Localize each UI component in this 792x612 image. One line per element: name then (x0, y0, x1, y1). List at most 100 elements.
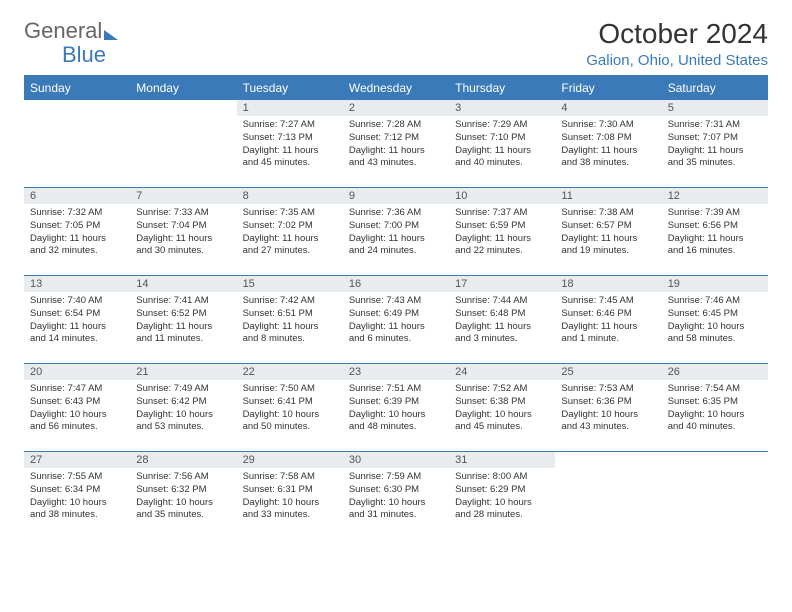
sunset-line: Sunset: 6:30 PM (349, 484, 443, 497)
title-block: October 2024 Galion, Ohio, United States (586, 18, 768, 69)
sunset-line: Sunset: 7:04 PM (136, 220, 230, 233)
sunset-line: Sunset: 6:42 PM (136, 396, 230, 409)
day-number: 15 (237, 276, 343, 292)
sunset-line: Sunset: 7:00 PM (349, 220, 443, 233)
daylight-line: Daylight: 11 hours and 11 minutes. (136, 321, 230, 347)
calendar-day: 28Sunrise: 7:56 AMSunset: 6:32 PMDayligh… (130, 452, 236, 540)
day-number: 26 (662, 364, 768, 380)
calendar-day: 14Sunrise: 7:41 AMSunset: 6:52 PMDayligh… (130, 276, 236, 364)
sunset-line: Sunset: 6:29 PM (455, 484, 549, 497)
daylight-line: Daylight: 10 hours and 38 minutes. (30, 497, 124, 523)
sunset-line: Sunset: 6:46 PM (561, 308, 655, 321)
day-number: 2 (343, 100, 449, 116)
day-number: 29 (237, 452, 343, 468)
calendar-empty (662, 452, 768, 540)
calendar-day: 4Sunrise: 7:30 AMSunset: 7:08 PMDaylight… (555, 100, 661, 188)
day-number: 3 (449, 100, 555, 116)
calendar-day: 10Sunrise: 7:37 AMSunset: 6:59 PMDayligh… (449, 188, 555, 276)
day-header: Friday (555, 76, 661, 100)
sunset-line: Sunset: 6:45 PM (668, 308, 762, 321)
sunrise-line: Sunrise: 7:32 AM (30, 207, 124, 220)
calendar-day: 11Sunrise: 7:38 AMSunset: 6:57 PMDayligh… (555, 188, 661, 276)
day-details: Sunrise: 7:27 AMSunset: 7:13 PMDaylight:… (237, 116, 343, 174)
daylight-line: Daylight: 11 hours and 35 minutes. (668, 145, 762, 171)
calendar-day: 3Sunrise: 7:29 AMSunset: 7:10 PMDaylight… (449, 100, 555, 188)
day-details: Sunrise: 7:54 AMSunset: 6:35 PMDaylight:… (662, 380, 768, 438)
calendar-day: 23Sunrise: 7:51 AMSunset: 6:39 PMDayligh… (343, 364, 449, 452)
sunset-line: Sunset: 6:41 PM (243, 396, 337, 409)
sunrise-line: Sunrise: 7:49 AM (136, 383, 230, 396)
calendar-day: 12Sunrise: 7:39 AMSunset: 6:56 PMDayligh… (662, 188, 768, 276)
day-details: Sunrise: 7:38 AMSunset: 6:57 PMDaylight:… (555, 204, 661, 262)
daylight-line: Daylight: 11 hours and 45 minutes. (243, 145, 337, 171)
day-number: 1 (237, 100, 343, 116)
sunrise-line: Sunrise: 7:59 AM (349, 471, 443, 484)
calendar-day: 29Sunrise: 7:58 AMSunset: 6:31 PMDayligh… (237, 452, 343, 540)
sunset-line: Sunset: 6:56 PM (668, 220, 762, 233)
calendar-day: 26Sunrise: 7:54 AMSunset: 6:35 PMDayligh… (662, 364, 768, 452)
day-details: Sunrise: 7:56 AMSunset: 6:32 PMDaylight:… (130, 468, 236, 526)
daylight-line: Daylight: 10 hours and 58 minutes. (668, 321, 762, 347)
sunset-line: Sunset: 6:31 PM (243, 484, 337, 497)
daylight-line: Daylight: 11 hours and 40 minutes. (455, 145, 549, 171)
daylight-line: Daylight: 11 hours and 6 minutes. (349, 321, 443, 347)
day-number: 6 (24, 188, 130, 204)
sunset-line: Sunset: 7:10 PM (455, 132, 549, 145)
day-header-row: SundayMondayTuesdayWednesdayThursdayFrid… (24, 76, 768, 100)
day-details: Sunrise: 7:50 AMSunset: 6:41 PMDaylight:… (237, 380, 343, 438)
brand-part1: General (24, 18, 102, 44)
day-number: 4 (555, 100, 661, 116)
calendar-day: 18Sunrise: 7:45 AMSunset: 6:46 PMDayligh… (555, 276, 661, 364)
day-number: 24 (449, 364, 555, 380)
calendar-day: 7Sunrise: 7:33 AMSunset: 7:04 PMDaylight… (130, 188, 236, 276)
sunset-line: Sunset: 6:57 PM (561, 220, 655, 233)
daylight-line: Daylight: 10 hours and 40 minutes. (668, 409, 762, 435)
calendar-day: 27Sunrise: 7:55 AMSunset: 6:34 PMDayligh… (24, 452, 130, 540)
day-details: Sunrise: 7:33 AMSunset: 7:04 PMDaylight:… (130, 204, 236, 262)
calendar-row: 13Sunrise: 7:40 AMSunset: 6:54 PMDayligh… (24, 276, 768, 364)
sunset-line: Sunset: 6:54 PM (30, 308, 124, 321)
day-details: Sunrise: 7:42 AMSunset: 6:51 PMDaylight:… (237, 292, 343, 350)
calendar-day: 21Sunrise: 7:49 AMSunset: 6:42 PMDayligh… (130, 364, 236, 452)
day-details: Sunrise: 7:29 AMSunset: 7:10 PMDaylight:… (449, 116, 555, 174)
day-number: 25 (555, 364, 661, 380)
day-number: 12 (662, 188, 768, 204)
daylight-line: Daylight: 11 hours and 19 minutes. (561, 233, 655, 259)
daylight-line: Daylight: 11 hours and 1 minute. (561, 321, 655, 347)
calendar-day: 19Sunrise: 7:46 AMSunset: 6:45 PMDayligh… (662, 276, 768, 364)
daylight-line: Daylight: 10 hours and 45 minutes. (455, 409, 549, 435)
daylight-line: Daylight: 10 hours and 50 minutes. (243, 409, 337, 435)
day-details: Sunrise: 7:47 AMSunset: 6:43 PMDaylight:… (24, 380, 130, 438)
day-header: Saturday (662, 76, 768, 100)
daylight-line: Daylight: 11 hours and 22 minutes. (455, 233, 549, 259)
calendar-day: 25Sunrise: 7:53 AMSunset: 6:36 PMDayligh… (555, 364, 661, 452)
day-header: Thursday (449, 76, 555, 100)
day-number: 10 (449, 188, 555, 204)
day-number: 18 (555, 276, 661, 292)
sunset-line: Sunset: 6:34 PM (30, 484, 124, 497)
sunrise-line: Sunrise: 7:55 AM (30, 471, 124, 484)
day-details: Sunrise: 7:46 AMSunset: 6:45 PMDaylight:… (662, 292, 768, 350)
sunset-line: Sunset: 7:05 PM (30, 220, 124, 233)
calendar-day: 17Sunrise: 7:44 AMSunset: 6:48 PMDayligh… (449, 276, 555, 364)
sunrise-line: Sunrise: 7:37 AM (455, 207, 549, 220)
day-header: Tuesday (237, 76, 343, 100)
calendar-empty (555, 452, 661, 540)
day-details: Sunrise: 7:28 AMSunset: 7:12 PMDaylight:… (343, 116, 449, 174)
day-details: Sunrise: 7:40 AMSunset: 6:54 PMDaylight:… (24, 292, 130, 350)
day-number: 13 (24, 276, 130, 292)
sunrise-line: Sunrise: 7:44 AM (455, 295, 549, 308)
daylight-line: Daylight: 10 hours and 56 minutes. (30, 409, 124, 435)
sunrise-line: Sunrise: 7:56 AM (136, 471, 230, 484)
day-details: Sunrise: 7:45 AMSunset: 6:46 PMDaylight:… (555, 292, 661, 350)
sunrise-line: Sunrise: 8:00 AM (455, 471, 549, 484)
day-number: 20 (24, 364, 130, 380)
day-details: Sunrise: 7:44 AMSunset: 6:48 PMDaylight:… (449, 292, 555, 350)
daylight-line: Daylight: 10 hours and 53 minutes. (136, 409, 230, 435)
daylight-line: Daylight: 11 hours and 8 minutes. (243, 321, 337, 347)
daylight-line: Daylight: 10 hours and 28 minutes. (455, 497, 549, 523)
daylight-line: Daylight: 11 hours and 32 minutes. (30, 233, 124, 259)
daylight-line: Daylight: 11 hours and 14 minutes. (30, 321, 124, 347)
day-details: Sunrise: 7:35 AMSunset: 7:02 PMDaylight:… (237, 204, 343, 262)
day-details: Sunrise: 7:37 AMSunset: 6:59 PMDaylight:… (449, 204, 555, 262)
